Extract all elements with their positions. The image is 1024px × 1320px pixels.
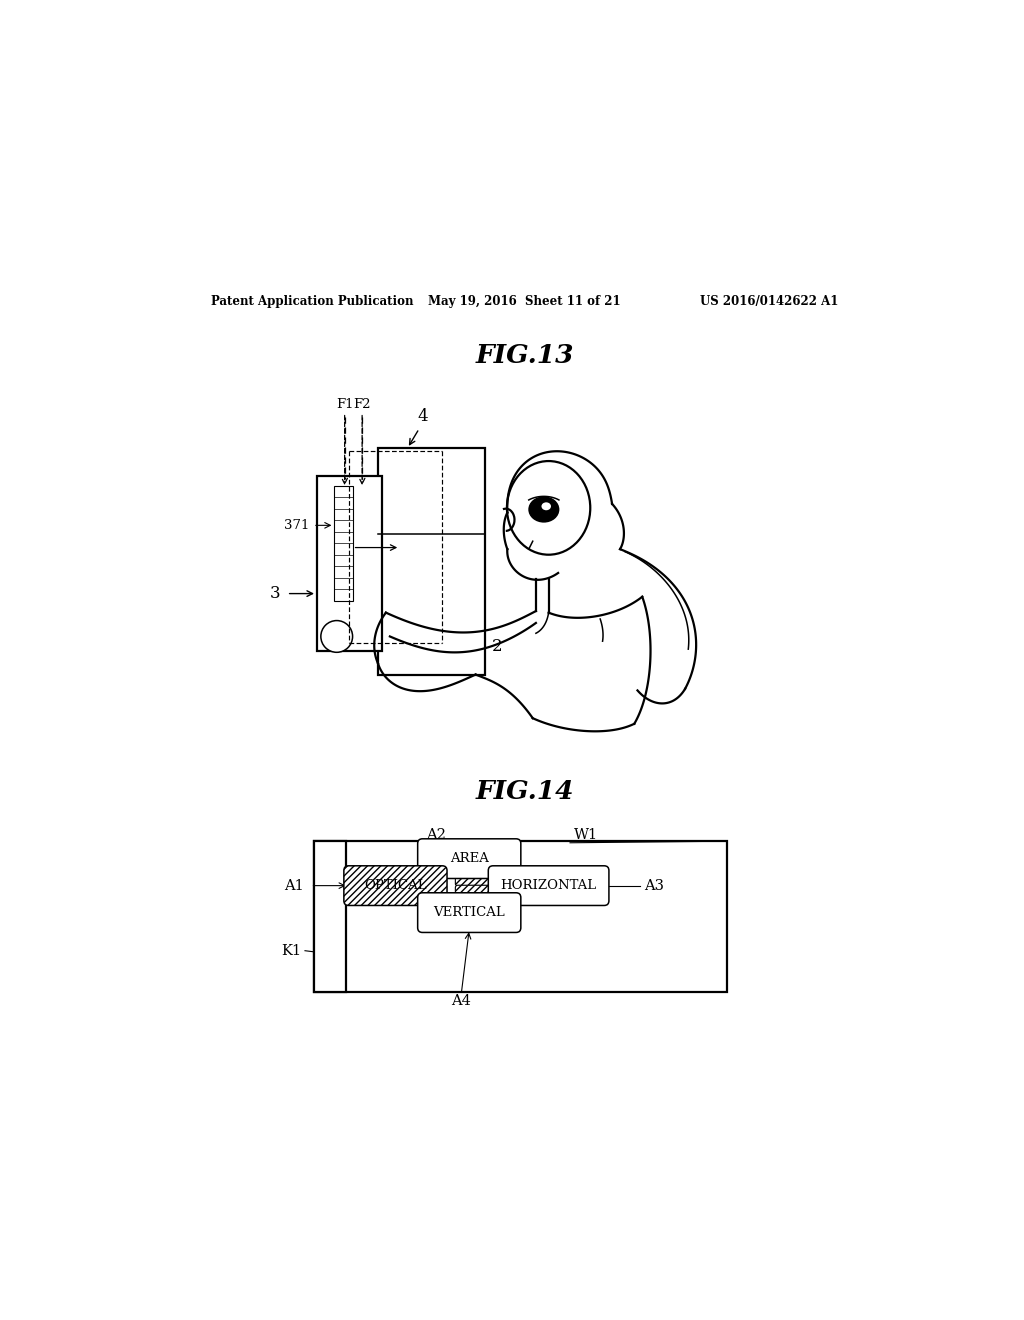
Text: A3: A3 xyxy=(644,879,664,892)
Text: AREA: AREA xyxy=(450,853,488,865)
Text: F1: F1 xyxy=(336,399,353,412)
Text: OPTICAL: OPTICAL xyxy=(365,879,427,892)
Text: 3: 3 xyxy=(269,585,281,602)
FancyBboxPatch shape xyxy=(456,855,488,886)
Text: May 19, 2016  Sheet 11 of 21: May 19, 2016 Sheet 11 of 21 xyxy=(428,296,622,308)
Text: VERTICAL: VERTICAL xyxy=(433,906,505,919)
Text: HORIZONTAL: HORIZONTAL xyxy=(501,879,597,892)
Bar xyxy=(316,477,382,651)
FancyBboxPatch shape xyxy=(456,886,488,915)
Text: W1: W1 xyxy=(574,828,598,842)
Text: A4: A4 xyxy=(452,994,471,1008)
Text: FIG.13: FIG.13 xyxy=(475,343,574,368)
Circle shape xyxy=(321,620,352,652)
Text: K1: K1 xyxy=(281,944,301,958)
Text: A1: A1 xyxy=(285,879,304,892)
Text: Patent Application Publication: Patent Application Publication xyxy=(211,296,414,308)
FancyBboxPatch shape xyxy=(488,866,609,906)
Text: 4: 4 xyxy=(418,408,428,425)
Ellipse shape xyxy=(542,503,551,511)
Bar xyxy=(314,841,727,991)
Text: FIG.14: FIG.14 xyxy=(475,780,574,804)
Bar xyxy=(334,486,353,601)
Circle shape xyxy=(432,846,512,925)
Text: F2: F2 xyxy=(353,399,371,412)
FancyBboxPatch shape xyxy=(344,866,447,906)
FancyBboxPatch shape xyxy=(418,838,521,879)
Text: US 2016/0142622 A1: US 2016/0142622 A1 xyxy=(699,296,839,308)
Text: A2: A2 xyxy=(426,828,445,842)
Bar xyxy=(378,449,485,675)
Bar xyxy=(314,841,346,991)
Text: 371: 371 xyxy=(284,519,309,532)
FancyBboxPatch shape xyxy=(418,892,521,932)
Ellipse shape xyxy=(529,498,558,521)
Ellipse shape xyxy=(507,461,590,554)
Text: 2: 2 xyxy=(492,639,502,655)
